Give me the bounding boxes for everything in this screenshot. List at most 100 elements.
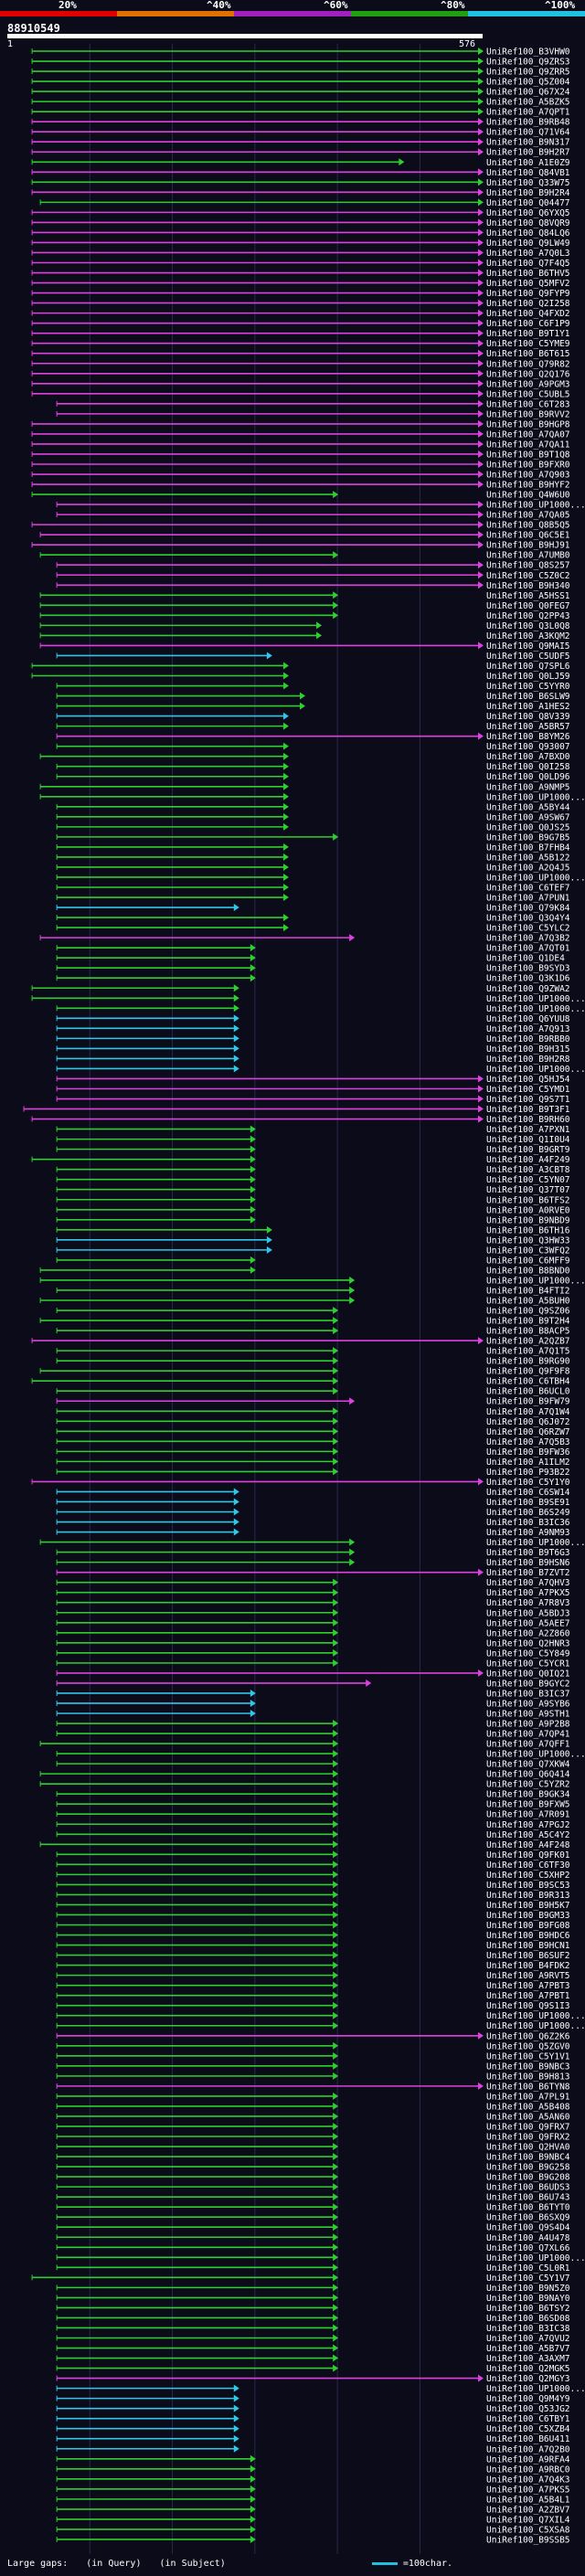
hit-row[interactable]: UniRef100_A9NM93 bbox=[56, 1528, 570, 1538]
hit-row[interactable]: UniRef100_B9NBC4 bbox=[56, 2153, 570, 2163]
hit-row[interactable]: UniRef100_B9SC53 bbox=[56, 1881, 570, 1891]
hit-label[interactable]: UniRef100_A5HSS1 bbox=[486, 591, 570, 601]
hit-label[interactable]: UniRef100_A2QZB7 bbox=[486, 1337, 570, 1347]
hit-label[interactable]: UniRef100_A7Q1T5 bbox=[486, 1347, 570, 1357]
hit-label[interactable]: UniRef100_Q7XIL4 bbox=[486, 2515, 570, 2525]
hit-row[interactable]: UniRef100_B6TSY2 bbox=[56, 2304, 570, 2314]
hit-label[interactable]: UniRef100_B6TH16 bbox=[486, 1225, 570, 1235]
hit-row[interactable]: UniRef100_B9RB48 bbox=[31, 118, 570, 128]
hit-label[interactable]: UniRef100_B6SXQ9 bbox=[486, 2213, 570, 2223]
hit-label[interactable]: UniRef100_Q9MAI5 bbox=[486, 641, 570, 652]
hit-label[interactable]: UniRef100_A9RFA4 bbox=[486, 2454, 570, 2465]
hit-label[interactable]: UniRef100_Q9LW49 bbox=[486, 239, 570, 249]
hit-row[interactable]: UniRef100_B6U743 bbox=[56, 2193, 570, 2203]
hit-row[interactable]: UniRef100_Q2HNR3 bbox=[56, 1638, 570, 1648]
hit-row[interactable]: UniRef100_B8YM26 bbox=[56, 732, 570, 742]
hit-label[interactable]: UniRef100_B3IC37 bbox=[486, 1689, 570, 1699]
hit-row[interactable]: UniRef100_A1HES2 bbox=[56, 702, 570, 712]
hit-label[interactable]: UniRef100_UP1000... bbox=[486, 2011, 585, 2021]
hit-label[interactable]: UniRef100_B9H315 bbox=[486, 1044, 570, 1055]
hit-row[interactable]: UniRef100_Q9S1I3 bbox=[56, 2001, 570, 2011]
hit-label[interactable]: UniRef100_A5B122 bbox=[486, 853, 570, 863]
hit-label[interactable]: UniRef100_A7PGJ2 bbox=[486, 1820, 570, 1830]
hit-row[interactable]: UniRef100_Q84VB1 bbox=[31, 168, 570, 178]
hit-label[interactable]: UniRef100_B9HDC6 bbox=[486, 1931, 570, 1941]
hit-label[interactable]: UniRef100_Q4FXD2 bbox=[486, 309, 570, 319]
hit-row[interactable]: UniRef100_A9RVT5 bbox=[56, 1971, 570, 1981]
hit-label[interactable]: UniRef100_B9SE91 bbox=[486, 1498, 570, 1508]
hit-label[interactable]: UniRef100_B9SYD3 bbox=[486, 964, 570, 974]
hit-label[interactable]: UniRef100_Q67X24 bbox=[486, 88, 570, 98]
hit-row[interactable]: UniRef100_Q9FRX2 bbox=[56, 2133, 570, 2143]
hit-label[interactable]: UniRef100_A9SW67 bbox=[486, 812, 570, 822]
hit-label[interactable]: UniRef100_A7PBT3 bbox=[486, 1981, 570, 1991]
hit-label[interactable]: UniRef100_A9PGM3 bbox=[486, 379, 570, 389]
hit-label[interactable]: UniRef100_A7PXN1 bbox=[486, 1125, 570, 1135]
hit-label[interactable]: UniRef100_A4F249 bbox=[486, 1155, 570, 1165]
hit-row[interactable]: UniRef100_Q0IQ21 bbox=[56, 1669, 570, 1679]
hit-label[interactable]: UniRef100_A9STH1 bbox=[486, 1709, 570, 1719]
hit-row[interactable]: UniRef100_A9SW67 bbox=[56, 812, 570, 822]
hit-label[interactable]: UniRef100_A5BR57 bbox=[486, 722, 570, 732]
hit-label[interactable]: UniRef100_B9GM33 bbox=[486, 1911, 570, 1921]
hit-label[interactable]: UniRef100_A7QFF1 bbox=[486, 1740, 570, 1750]
hit-row[interactable]: UniRef100_A7PBT3 bbox=[56, 1981, 570, 1991]
hit-row[interactable]: UniRef100_B9H340 bbox=[56, 581, 570, 591]
hit-row[interactable]: UniRef100_A7PBT1 bbox=[56, 1991, 570, 2001]
hit-label[interactable]: UniRef100_B9H2R8 bbox=[486, 1055, 570, 1065]
hit-label[interactable]: UniRef100_B9T3F1 bbox=[486, 1105, 570, 1115]
hit-row[interactable]: UniRef100_UP1000... bbox=[39, 1538, 585, 1548]
hit-label[interactable]: UniRef100_C6TF30 bbox=[486, 1860, 570, 1871]
hit-row[interactable]: UniRef100_Q3HW33 bbox=[56, 1235, 570, 1246]
hit-row[interactable]: UniRef100_B6TYT0 bbox=[56, 2203, 570, 2213]
hit-label[interactable]: UniRef100_B6UDS3 bbox=[486, 2183, 570, 2193]
hit-row[interactable]: UniRef100_B9T6G3 bbox=[56, 1548, 570, 1558]
hit-row[interactable]: UniRef100_Q37T07 bbox=[56, 1185, 570, 1195]
hit-label[interactable]: UniRef100_Q6YXQ5 bbox=[486, 208, 570, 218]
hit-row[interactable]: UniRef100_A5B122 bbox=[56, 853, 570, 863]
hit-label[interactable]: UniRef100_B9NBC3 bbox=[486, 2062, 570, 2072]
hit-label[interactable]: UniRef100_Q84VB1 bbox=[486, 168, 570, 178]
hit-label[interactable]: UniRef100_Q7XKW4 bbox=[486, 1760, 570, 1770]
hit-row[interactable]: UniRef100_A3CBT8 bbox=[56, 1165, 570, 1175]
hit-row[interactable]: UniRef100_A7PXN1 bbox=[56, 1125, 570, 1135]
hit-label[interactable]: UniRef100_Q0FEG7 bbox=[486, 601, 570, 611]
hit-label[interactable]: UniRef100_A3AXM7 bbox=[486, 2354, 570, 2364]
hit-label[interactable]: UniRef100_C5Y1Y0 bbox=[486, 1478, 570, 1488]
hit-label[interactable]: UniRef100_B9HGP8 bbox=[486, 419, 570, 429]
hit-label[interactable]: UniRef100_C6MFF9 bbox=[486, 1256, 570, 1266]
hit-row[interactable]: UniRef100_C6F1P9 bbox=[31, 319, 570, 329]
hit-label[interactable]: UniRef100_C5YLC2 bbox=[486, 924, 570, 934]
hit-row[interactable]: UniRef100_B6S249 bbox=[56, 1508, 570, 1518]
hit-row[interactable]: UniRef100_B6SXQ9 bbox=[56, 2213, 570, 2223]
hit-label[interactable]: UniRef100_Q9ZRR5 bbox=[486, 68, 570, 78]
hit-row[interactable]: UniRef100_A7Q0L3 bbox=[31, 249, 570, 259]
hit-row[interactable]: UniRef100_B9GYC2 bbox=[56, 1679, 570, 1689]
hit-row[interactable]: UniRef100_UP1000... bbox=[56, 2384, 585, 2394]
hit-row[interactable]: UniRef100_A7QHV3 bbox=[56, 1578, 570, 1588]
hit-row[interactable]: UniRef100_Q53JG2 bbox=[56, 2404, 570, 2414]
hit-label[interactable]: UniRef100_Q2I258 bbox=[486, 299, 570, 309]
hit-label[interactable]: UniRef100_Q2HNR3 bbox=[486, 1638, 570, 1648]
hit-label[interactable]: UniRef100_Q2MGY3 bbox=[486, 2374, 570, 2384]
hit-label[interactable]: UniRef100_B6THV5 bbox=[486, 269, 570, 279]
hit-row[interactable]: UniRef100_B9FXW5 bbox=[56, 1800, 570, 1810]
hit-row[interactable]: UniRef100_A7PUN1 bbox=[56, 894, 570, 904]
hit-row[interactable]: UniRef100_B6SUF2 bbox=[56, 1951, 570, 1961]
hit-row[interactable]: UniRef100_Q7XL66 bbox=[56, 2243, 570, 2253]
hit-row[interactable]: UniRef100_B6TFS2 bbox=[56, 1195, 570, 1205]
hit-label[interactable]: UniRef100_A5B7V7 bbox=[486, 2344, 570, 2354]
hit-row[interactable]: UniRef100_B6SLW9 bbox=[56, 692, 570, 702]
hit-row[interactable]: UniRef100_B4FTI2 bbox=[56, 1286, 570, 1296]
hit-row[interactable]: UniRef100_Q9FRX7 bbox=[56, 2122, 570, 2132]
hit-label[interactable]: UniRef100_C5XSA8 bbox=[486, 2525, 570, 2535]
hit-row[interactable]: UniRef100_B9NBD9 bbox=[56, 1215, 570, 1225]
hit-label[interactable]: UniRef100_C5L0R1 bbox=[486, 2263, 570, 2274]
hit-label[interactable]: UniRef100_B9GYC2 bbox=[486, 1679, 570, 1689]
hit-label[interactable]: UniRef100_UP1000... bbox=[486, 1750, 585, 1760]
hit-label[interactable]: UniRef100_C5Z0C2 bbox=[486, 571, 570, 581]
hit-label[interactable]: UniRef100_A7PUN1 bbox=[486, 894, 570, 904]
hit-label[interactable]: UniRef100_Q7F4Q5 bbox=[486, 259, 570, 269]
hit-row[interactable]: UniRef100_UP1000... bbox=[56, 873, 585, 883]
hit-label[interactable]: UniRef100_A5C4Y2 bbox=[486, 1830, 570, 1840]
